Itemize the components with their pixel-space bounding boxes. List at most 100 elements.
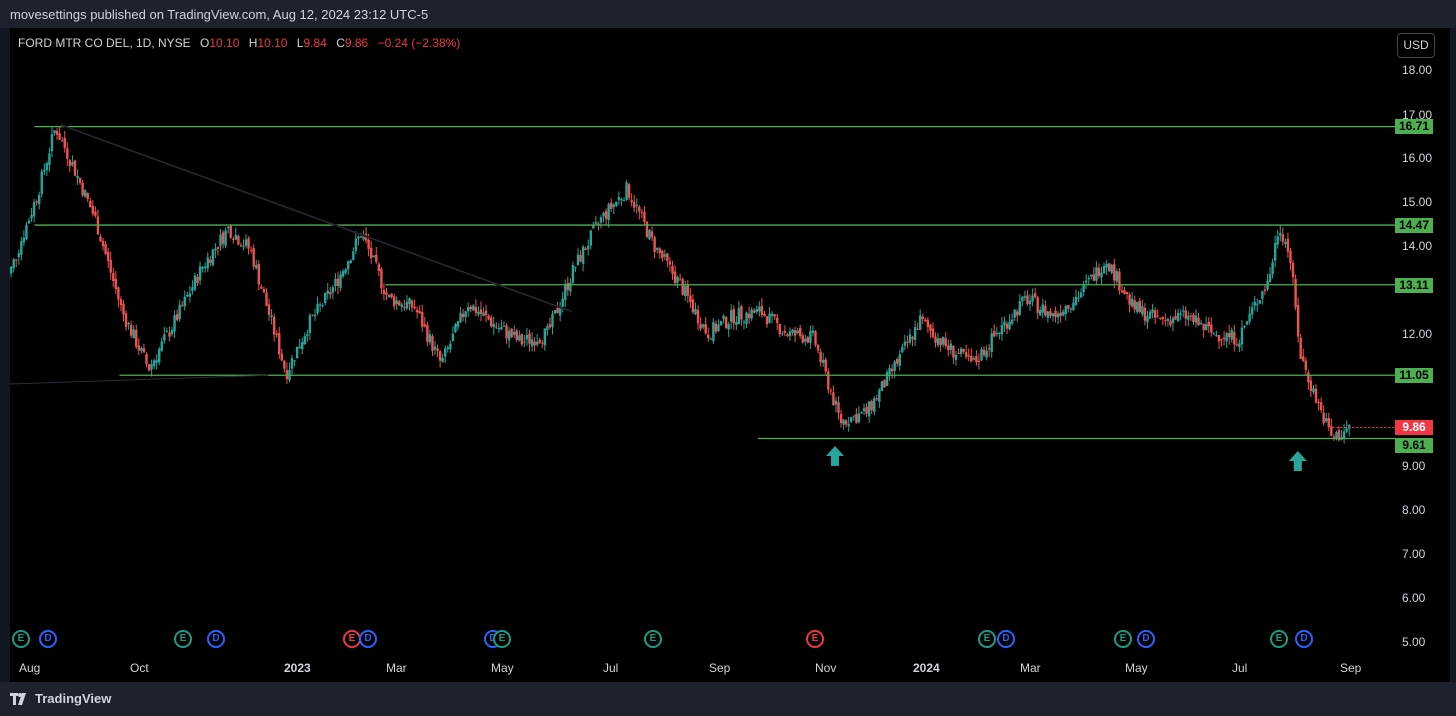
trendline bbox=[60, 124, 572, 313]
candle-body bbox=[742, 321, 746, 323]
tradingview-logo[interactable]: TradingView bbox=[10, 691, 111, 706]
close-value: 9.86 bbox=[344, 36, 369, 50]
candle-body bbox=[426, 324, 429, 342]
price-chart[interactable] bbox=[10, 28, 1450, 682]
earnings-badge[interactable]: E bbox=[806, 630, 824, 648]
date-tick: Sep bbox=[709, 661, 731, 675]
candle-body bbox=[689, 295, 692, 302]
candle-body bbox=[403, 307, 406, 309]
candle-body bbox=[518, 335, 521, 341]
candle-body bbox=[1207, 321, 1210, 327]
candle-body bbox=[101, 240, 105, 247]
candle-body bbox=[129, 324, 133, 336]
candle-body bbox=[331, 287, 335, 293]
earnings-badge[interactable]: E bbox=[978, 630, 996, 648]
candle-body bbox=[987, 348, 991, 350]
dividend-badge[interactable]: D bbox=[997, 630, 1015, 648]
candle-body bbox=[867, 401, 871, 417]
candle-body bbox=[776, 317, 779, 323]
candle-body bbox=[408, 298, 411, 305]
candle-body bbox=[834, 400, 838, 405]
candle-body bbox=[786, 334, 789, 337]
earnings-badge[interactable]: E bbox=[174, 630, 192, 648]
candle-body bbox=[247, 238, 250, 249]
candle-body bbox=[260, 286, 263, 289]
candle-body bbox=[829, 390, 833, 392]
candle-body bbox=[234, 234, 238, 240]
candle-body bbox=[1197, 317, 1200, 326]
level-label-11-05: 11.05 bbox=[1395, 368, 1433, 383]
dividend-badge[interactable]: D bbox=[39, 630, 57, 648]
candle-body bbox=[556, 307, 559, 313]
candle-body bbox=[724, 317, 728, 328]
candle-body bbox=[709, 338, 713, 340]
candle-body bbox=[1164, 320, 1167, 322]
earnings-badge[interactable]: E bbox=[12, 630, 30, 648]
up-arrow-icon bbox=[1288, 451, 1307, 471]
candle-body bbox=[1092, 274, 1096, 281]
candle-body bbox=[1184, 310, 1187, 319]
candle-body bbox=[114, 278, 118, 290]
candle-body bbox=[392, 296, 396, 307]
candle-body bbox=[1189, 315, 1193, 317]
candle-body bbox=[1010, 319, 1014, 324]
price-tick: 17.00 bbox=[1402, 108, 1433, 122]
earnings-badge[interactable]: E bbox=[644, 630, 662, 648]
currency-button[interactable]: USD bbox=[1397, 33, 1435, 58]
candle-body bbox=[638, 206, 641, 212]
candle-body bbox=[55, 130, 59, 135]
candle-body bbox=[1054, 310, 1057, 317]
candle-body bbox=[880, 381, 884, 391]
price-tick: 12.00 bbox=[1402, 327, 1433, 341]
candle-body bbox=[1008, 321, 1011, 330]
tradingview-logo-icon bbox=[10, 692, 26, 705]
candle-body bbox=[610, 202, 613, 209]
low-label: L bbox=[296, 36, 304, 50]
dividend-badge[interactable]: D bbox=[359, 630, 377, 648]
candle-body bbox=[949, 343, 953, 350]
candle-body bbox=[972, 358, 976, 360]
candle-body bbox=[1161, 317, 1164, 320]
price-tick: 9.00 bbox=[1402, 459, 1426, 473]
candle-body bbox=[150, 364, 153, 370]
candle-body bbox=[1192, 314, 1195, 323]
candle-body bbox=[375, 254, 378, 262]
earnings-badge[interactable]: E bbox=[343, 630, 361, 648]
candle-body bbox=[1146, 316, 1149, 323]
candle-body bbox=[181, 305, 184, 307]
dividend-badge[interactable]: D bbox=[1137, 630, 1155, 648]
candle-body bbox=[673, 271, 677, 284]
candle-body bbox=[413, 306, 416, 309]
candle-body bbox=[86, 192, 89, 199]
candle-body bbox=[1199, 323, 1203, 325]
candle-body bbox=[921, 316, 924, 320]
earnings-badge[interactable]: E bbox=[1270, 630, 1288, 648]
candle-body bbox=[919, 315, 922, 330]
candle-body bbox=[809, 331, 812, 343]
dividend-badge[interactable]: D bbox=[1295, 630, 1313, 648]
candle-body bbox=[1289, 250, 1292, 264]
candle-body bbox=[48, 153, 51, 166]
candle-body bbox=[99, 236, 102, 242]
candle-body bbox=[1039, 310, 1042, 316]
candle-body bbox=[1110, 264, 1113, 273]
candle-body bbox=[607, 204, 610, 221]
candle-body bbox=[155, 359, 158, 363]
price-tick: 14.00 bbox=[1402, 239, 1433, 253]
candle-body bbox=[1187, 315, 1190, 320]
candle-body bbox=[701, 324, 705, 328]
chart-panel[interactable]: FORD MTR CO DEL, 1D, NYSE O10.10 H10.10 … bbox=[10, 28, 1450, 682]
candle-body bbox=[765, 316, 769, 325]
earnings-badge[interactable]: E bbox=[493, 630, 511, 648]
candle-body bbox=[117, 287, 120, 300]
candle-body bbox=[520, 333, 524, 345]
earnings-badge[interactable]: E bbox=[1114, 630, 1132, 648]
candle-body bbox=[405, 302, 409, 309]
candle-body bbox=[66, 148, 69, 159]
candle-body bbox=[781, 333, 784, 335]
dividend-badge[interactable]: D bbox=[207, 630, 225, 648]
candle-body bbox=[758, 306, 761, 312]
candle-body bbox=[58, 133, 61, 140]
candle-body bbox=[341, 271, 345, 277]
candle-body bbox=[564, 285, 567, 300]
